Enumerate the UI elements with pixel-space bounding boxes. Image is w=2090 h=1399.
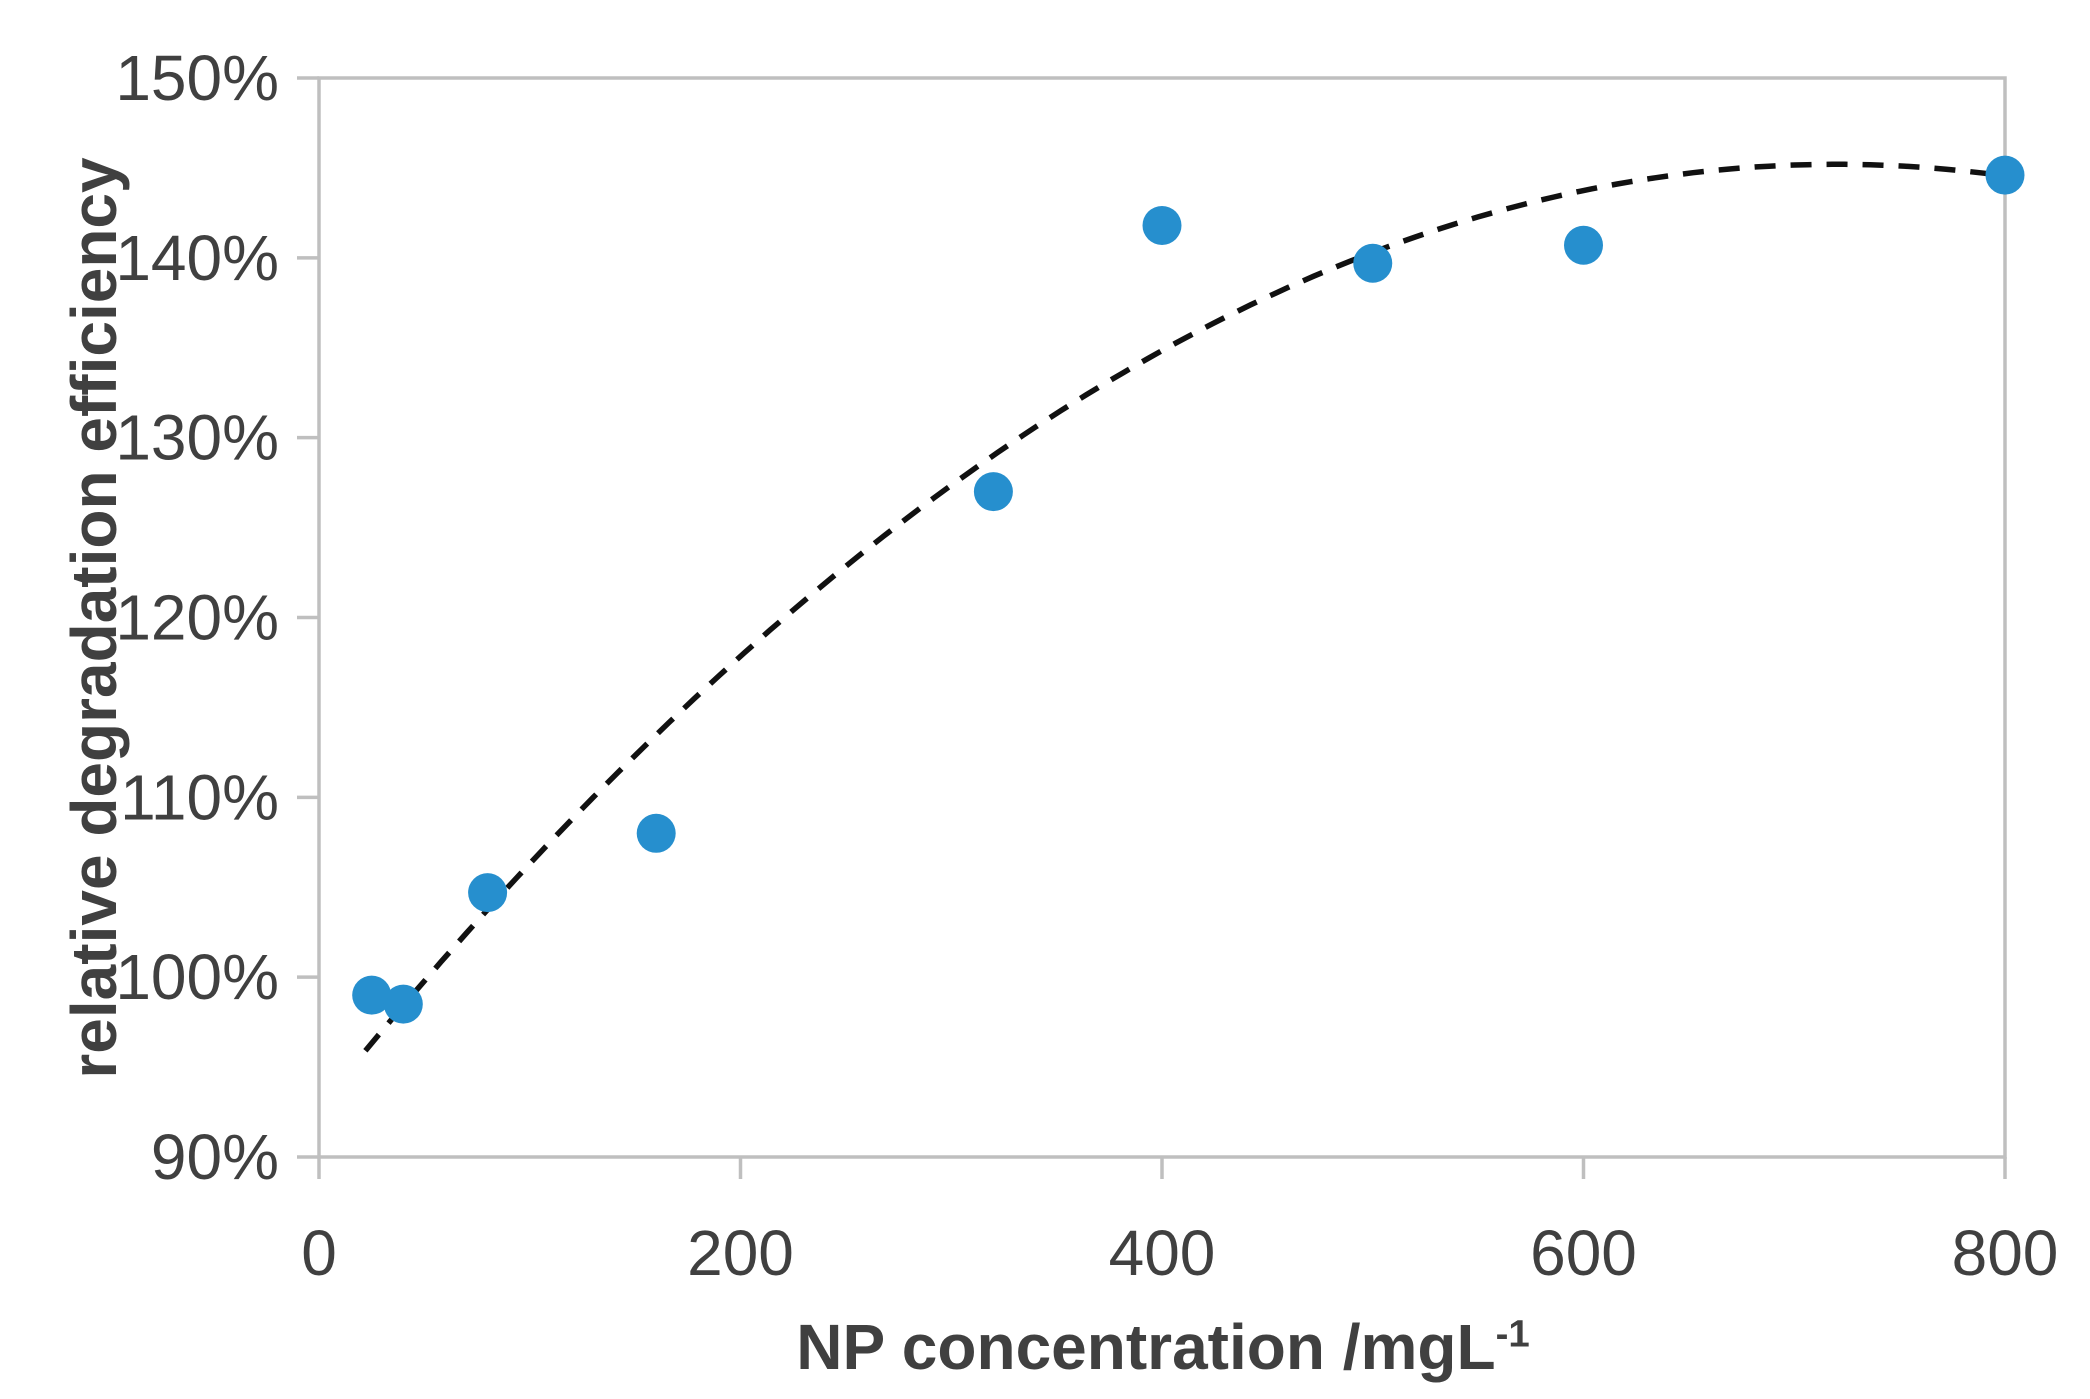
data-point-x160 — [636, 813, 676, 853]
y-tick-label: 120% — [115, 582, 279, 654]
y-axis-title: relative degradation efficiency — [58, 157, 130, 1079]
x-tick-label: 600 — [1530, 1217, 1637, 1289]
data-point-x25 — [352, 975, 392, 1015]
x-tick-label: 200 — [687, 1217, 794, 1289]
data-point-x500 — [1353, 243, 1393, 283]
data-point-x40 — [383, 984, 423, 1024]
x-tick-label: 0 — [301, 1217, 337, 1289]
data-point-x800 — [1985, 155, 2025, 195]
y-tick-label: 130% — [115, 402, 279, 474]
y-tick-label: 140% — [115, 222, 279, 294]
data-point-x400 — [1142, 205, 1182, 245]
x-tick-label: 800 — [1952, 1217, 2059, 1289]
x-axis-title-superscript: -1 — [1495, 1312, 1530, 1356]
y-tick-label: 90% — [151, 1121, 279, 1193]
data-point-x600 — [1564, 225, 1603, 265]
data-point-x320 — [973, 472, 1013, 512]
trendline-dashed-curve — [363, 161, 1997, 1053]
x-axis-title-text: NP concentration /mgL — [796, 1311, 1496, 1383]
y-tick-label: 100% — [115, 941, 279, 1013]
y-tick-label: 110% — [120, 761, 279, 833]
data-point-x80 — [468, 873, 508, 913]
x-axis-title: NP concentration /mgL-1 — [320, 1302, 2006, 1392]
x-tick-label: 400 — [1109, 1217, 1216, 1289]
y-tick-label: 150% — [115, 42, 279, 114]
